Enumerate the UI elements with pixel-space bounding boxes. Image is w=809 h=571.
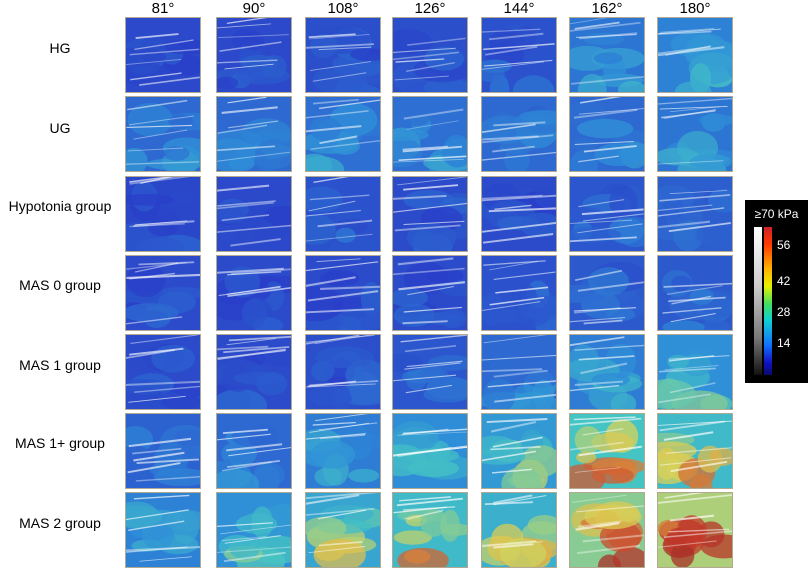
elastography-tile [481,255,557,331]
elastography-tile [657,96,733,172]
legend-tick: 56 [777,238,791,252]
column-label: 81° [151,0,175,17]
elastography-tile [481,17,557,93]
legend-title: ≥70 kPa [754,207,799,221]
elastography-tile [392,413,468,489]
elastography-tile [657,255,733,331]
elastography-tile [305,334,381,410]
elastography-tile [125,255,201,331]
elastography-tile [657,334,733,410]
elastography-tile [125,334,201,410]
column-label: 180° [679,0,711,17]
elastography-tile [481,176,557,252]
row-label: MAS 1+ group [15,435,105,451]
elastography-tile [305,96,381,172]
grayscale-bar [754,227,762,375]
elastography-tile [305,176,381,252]
elastography-tile [657,413,733,489]
elastography-tile [125,413,201,489]
elastography-tile [125,96,201,172]
row-label: UG [49,120,71,136]
elastography-tile [392,492,468,568]
elastography-tile [569,492,645,568]
elastography-tile [569,255,645,331]
elastography-tile [216,17,292,93]
elastography-tile [305,17,381,93]
color-scale-legend: ≥70 kPa 56 42 28 14 [745,200,808,383]
row-label: MAS 1 group [19,357,101,373]
elastography-tile [481,492,557,568]
elastography-tile [481,413,557,489]
column-label: 144° [503,0,535,17]
elastography-tile [392,96,468,172]
elastography-tile [569,413,645,489]
elastography-tile [481,96,557,172]
legend-tick: 28 [777,305,791,319]
elastography-tile [305,413,381,489]
elastography-tile [216,255,292,331]
color-bar [764,227,772,375]
elastography-tile [569,96,645,172]
elastography-tile [569,334,645,410]
row-label: MAS 2 group [19,515,101,531]
elastography-tile [216,492,292,568]
elastography-tile [569,176,645,252]
elastography-tile [216,334,292,410]
elastography-tile [392,334,468,410]
elastography-tile [392,17,468,93]
row-label: MAS 0 group [19,277,101,293]
elastography-tile [392,255,468,331]
elastography-tile [216,176,292,252]
elastography-tile [569,17,645,93]
column-label: 126° [414,0,446,17]
elastography-tile [305,492,381,568]
elastography-tile [216,413,292,489]
elastography-tile [392,176,468,252]
column-label: 90° [242,0,266,17]
elastography-tile [125,17,201,93]
row-label: HG [49,40,71,56]
elastography-tile [657,176,733,252]
elastography-tile [125,492,201,568]
column-label: 162° [591,0,623,17]
elastography-tile [481,334,557,410]
elastography-tile [657,492,733,568]
row-label: Hypotonia group [8,198,112,214]
column-label: 108° [327,0,359,17]
elastography-tile [125,176,201,252]
legend-tick: 42 [777,274,791,288]
elastography-tile [216,96,292,172]
elastography-tile [657,17,733,93]
elastography-tile [305,255,381,331]
legend-tick: 14 [777,336,791,350]
